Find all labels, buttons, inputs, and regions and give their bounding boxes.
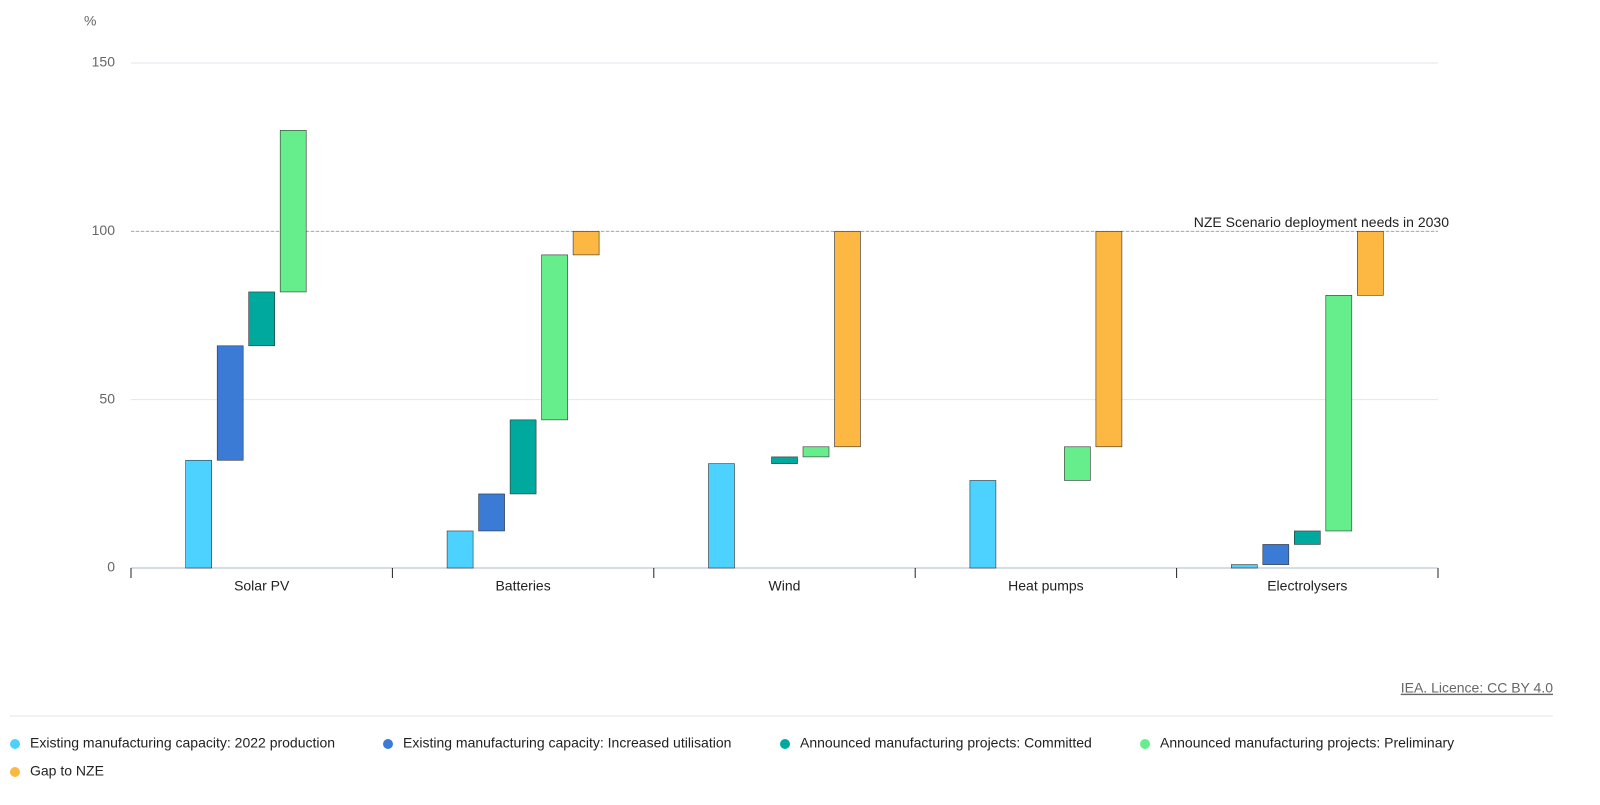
legend-marker xyxy=(10,767,20,777)
y-tick-label: 0 xyxy=(107,559,115,575)
legend-marker xyxy=(383,739,393,749)
bar xyxy=(802,446,830,458)
bar xyxy=(1231,564,1258,569)
bar xyxy=(771,456,798,464)
x-tick-label: Batteries xyxy=(495,578,550,594)
bar xyxy=(248,291,275,347)
y-tick-label: 100 xyxy=(92,222,116,238)
bar xyxy=(572,231,600,256)
bar xyxy=(708,463,735,569)
bar xyxy=(969,480,997,569)
x-tick-label: Solar PV xyxy=(234,578,290,594)
bar xyxy=(478,493,505,532)
legend-marker xyxy=(10,739,20,749)
bar xyxy=(279,130,307,293)
bar xyxy=(1357,231,1384,296)
x-tick-label: Electrolysers xyxy=(1267,578,1347,594)
legend-label: Announced manufacturing projects: Commit… xyxy=(800,735,1092,751)
bar xyxy=(509,419,537,495)
bar xyxy=(1294,530,1321,545)
legend-label: Existing manufacturing capacity: 2022 pr… xyxy=(30,735,335,751)
legend-label: Existing manufacturing capacity: Increas… xyxy=(403,735,731,751)
bar xyxy=(216,345,244,461)
legend-label: Gap to NZE xyxy=(30,763,104,779)
y-unit: % xyxy=(84,13,96,29)
legend-marker xyxy=(1140,739,1150,749)
y-tick-label: 50 xyxy=(99,390,115,406)
source[interactable]: IEA. Licence: CC BY 4.0 xyxy=(1401,680,1553,696)
bar xyxy=(185,459,212,569)
bar xyxy=(1262,544,1290,565)
bar xyxy=(541,254,568,421)
bar xyxy=(834,231,861,448)
legend-marker xyxy=(780,739,790,749)
y-tick-label: 150 xyxy=(92,54,116,70)
reference-label: NZE Scenario deployment needs in 2030 xyxy=(1194,214,1449,230)
bar xyxy=(1064,446,1091,481)
x-tick-label: Wind xyxy=(769,578,801,594)
x-tick-label: Heat pumps xyxy=(1008,578,1083,594)
bar xyxy=(1325,294,1353,532)
legend-label: Announced manufacturing projects: Prelim… xyxy=(1160,735,1454,751)
bar xyxy=(1095,231,1123,448)
bar xyxy=(446,530,474,569)
